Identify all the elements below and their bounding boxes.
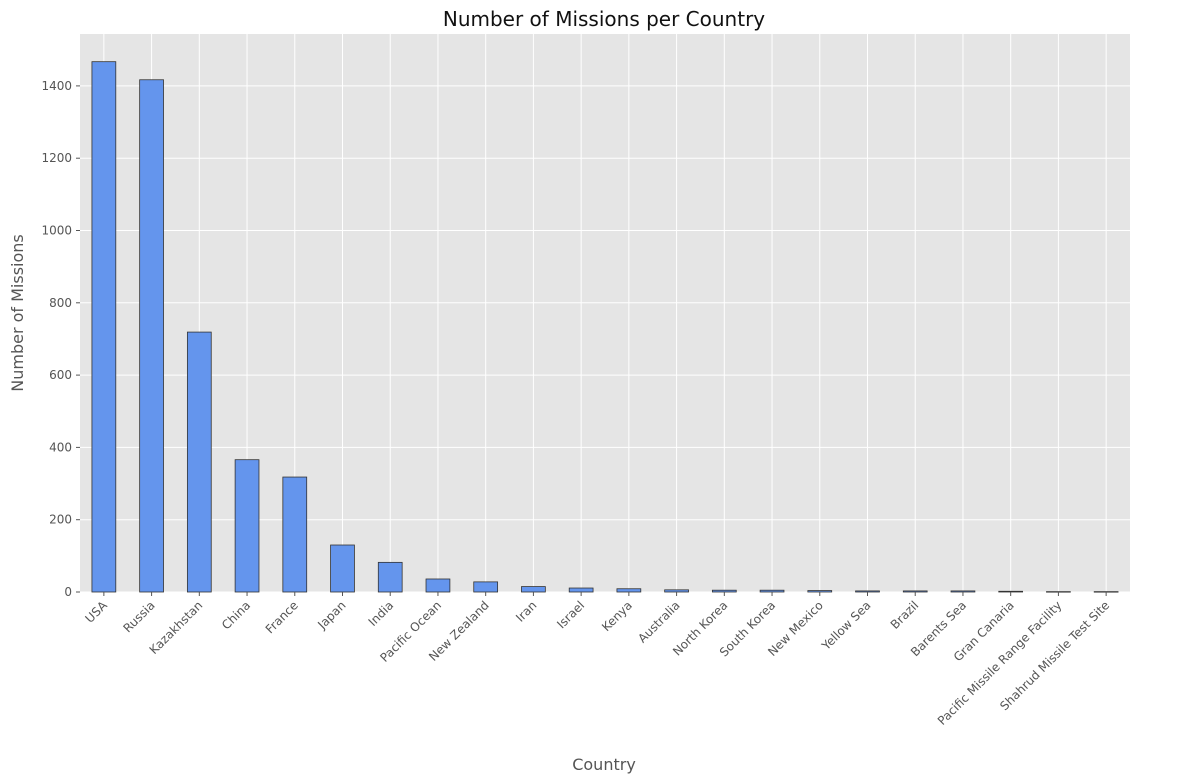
x-tick-label: France	[263, 598, 301, 636]
y-tick-label: 200	[49, 513, 72, 527]
chart-title: Number of Missions per Country	[443, 7, 765, 31]
bar-kenya	[616, 588, 642, 593]
x-tick-label: Russia	[121, 598, 158, 635]
x-tick-label: Kenya	[599, 598, 635, 634]
bar-china	[234, 459, 260, 593]
bar-kazakhstan	[186, 331, 212, 593]
bar-brazil	[902, 590, 928, 593]
x-tick-label: Australia	[635, 598, 682, 645]
x-tick-label: Brazil	[888, 598, 922, 632]
bar-japan	[330, 544, 355, 593]
x-tick-label: Japan	[314, 598, 348, 632]
bar-gran-canaria	[998, 590, 1024, 593]
x-tick-label: Israel	[554, 598, 587, 631]
x-tick-label: India	[366, 598, 397, 629]
bar-yellow-sea	[855, 590, 880, 593]
bar-india	[377, 561, 403, 593]
bar-barents-sea	[950, 590, 976, 593]
x-tick-label: China	[219, 598, 253, 632]
bar-pacific-ocean	[425, 578, 451, 593]
x-tick-label: Yellow Sea	[818, 598, 873, 653]
bar-israel	[568, 587, 594, 593]
bar-north-korea	[711, 589, 737, 593]
bar-usa	[91, 61, 117, 593]
y-tick-label: 800	[49, 296, 72, 310]
bar-new-zealand	[473, 581, 499, 593]
bar-new-mexico	[807, 590, 833, 593]
bar-south-korea	[759, 589, 785, 593]
x-tick-label: USA	[83, 598, 111, 626]
bar-iran	[521, 586, 546, 593]
y-tick-label: 0	[64, 585, 72, 599]
y-axis-ticks: 0 200 400 600 800 1000 1200 1400	[41, 79, 80, 599]
y-tick-label: 400	[49, 440, 72, 454]
y-tick-label: 1000	[41, 224, 72, 238]
x-tick-label: Iran	[513, 598, 539, 624]
y-tick-label: 600	[49, 368, 72, 382]
y-axis-title: Number of Missions	[8, 234, 27, 392]
bar-russia	[139, 79, 164, 593]
y-tick-label: 1400	[41, 79, 72, 93]
y-tick-label: 1200	[41, 151, 72, 165]
bar-france	[282, 476, 308, 593]
bar-australia	[664, 589, 689, 593]
x-axis-title: Country	[572, 755, 636, 774]
